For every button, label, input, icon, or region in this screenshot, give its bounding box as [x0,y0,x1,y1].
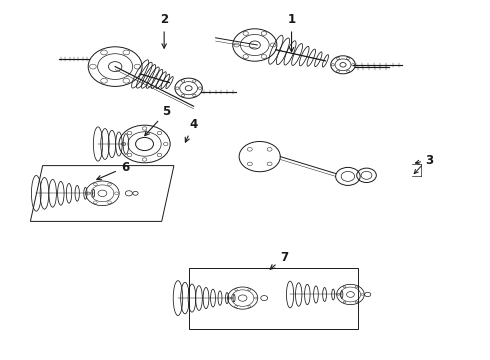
Text: 2: 2 [160,13,168,48]
Text: 5: 5 [145,105,171,136]
Text: 3: 3 [425,154,433,167]
Text: 7: 7 [270,251,288,269]
Text: 6: 6 [97,161,129,180]
Text: 4: 4 [185,118,197,142]
Text: 1: 1 [288,13,295,52]
Bar [189,268,358,329]
